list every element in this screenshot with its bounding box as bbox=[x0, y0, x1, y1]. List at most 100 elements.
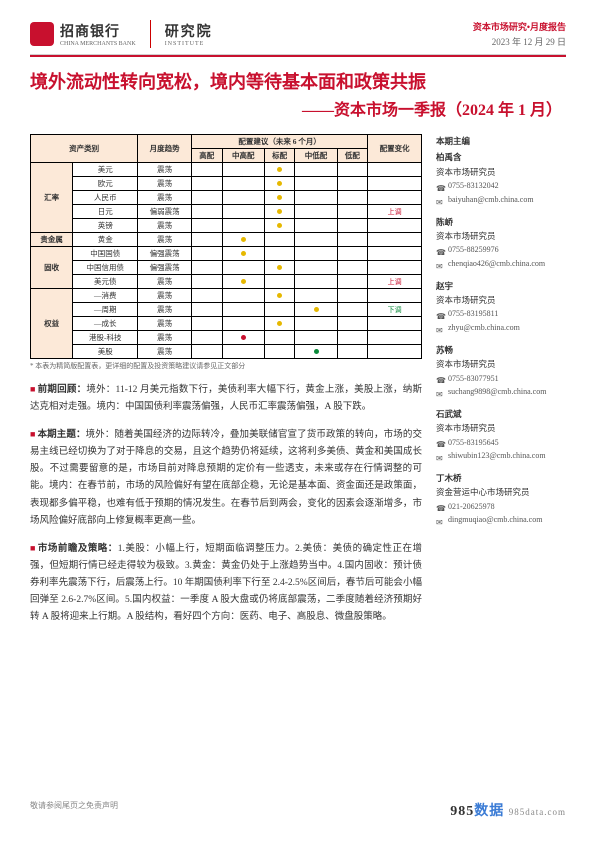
mark-cell bbox=[295, 233, 337, 247]
editor-block: 赵宇资本市场研究员☎0755-83195811✉zhyu@cmb.china.c… bbox=[436, 279, 566, 335]
change-cell bbox=[368, 317, 422, 331]
phone-icon: ☎ bbox=[436, 182, 444, 190]
footer: 敬请参阅尾页之免责声明 985数据 985data.com bbox=[30, 800, 566, 820]
th-subcol: 高配 bbox=[191, 149, 222, 163]
mark-cell bbox=[264, 247, 295, 261]
mark-cell bbox=[222, 331, 264, 345]
section-text: 境外：11-12 月美元指数下行，美债利率大幅下行，黄金上涨，美股上涨，纳斯达克… bbox=[30, 385, 422, 412]
th-subcol: 中高配 bbox=[222, 149, 264, 163]
change-cell bbox=[368, 289, 422, 303]
table-row: 港股-科技震荡 bbox=[31, 331, 422, 345]
mark-cell bbox=[295, 177, 337, 191]
table-row: 欧元震荡 bbox=[31, 177, 422, 191]
section-theme: ■本期主题：境外：随着美国经济的边际转冷，叠加美联储官宣了货币政策的转向，市场的… bbox=[30, 426, 422, 530]
mark-cell bbox=[295, 219, 337, 233]
editor-email: ✉dingmuqiao@cmb.china.com bbox=[436, 513, 566, 527]
mark-cell bbox=[222, 163, 264, 177]
mark-cell bbox=[295, 303, 337, 317]
mark-cell bbox=[337, 233, 368, 247]
editor-title: 资本市场研究员 bbox=[436, 421, 566, 435]
mark-cell bbox=[264, 275, 295, 289]
mark-cell bbox=[191, 177, 222, 191]
mail-icon: ✉ bbox=[436, 452, 444, 460]
dot-icon bbox=[241, 237, 246, 242]
mark-cell bbox=[222, 317, 264, 331]
dot-icon bbox=[277, 167, 282, 172]
mark-cell bbox=[222, 219, 264, 233]
dot-icon bbox=[241, 251, 246, 256]
mark-cell bbox=[264, 219, 295, 233]
mark-cell bbox=[337, 177, 368, 191]
editor-phone: ☎0755-83132042 bbox=[436, 179, 566, 193]
table-row: 人民币震荡 bbox=[31, 191, 422, 205]
section-text: 1.美股：小幅上行，短期面临调整压力。2.美债：美债的确定性正在增强，但短期行情… bbox=[30, 544, 422, 622]
mark-cell bbox=[191, 219, 222, 233]
table-row: —周期震荡下调 bbox=[31, 303, 422, 317]
editor-phone: ☎0755-83077951 bbox=[436, 372, 566, 386]
editor-name: 丁木桥 bbox=[436, 471, 566, 485]
group-cell: 汇率 bbox=[31, 163, 73, 233]
section-label: 本期主题： bbox=[38, 430, 86, 440]
bank-logo-icon bbox=[30, 22, 54, 46]
mark-cell bbox=[191, 275, 222, 289]
asset-cell: 英镑 bbox=[73, 219, 138, 233]
mark-cell bbox=[337, 205, 368, 219]
editor-email: ✉baiyuhan@cmb.china.com bbox=[436, 193, 566, 207]
trend-cell: 震荡 bbox=[138, 303, 192, 317]
editor-email: ✉suchang9898@cmb.china.com bbox=[436, 385, 566, 399]
editor-email: ✉zhyu@cmb.china.com bbox=[436, 321, 566, 335]
change-cell bbox=[368, 177, 422, 191]
dot-icon bbox=[277, 181, 282, 186]
change-cell bbox=[368, 345, 422, 359]
asset-cell: 人民币 bbox=[73, 191, 138, 205]
group-cell: 权益 bbox=[31, 289, 73, 359]
left-column: 资产类别 月度趋势 配置建议（未来 6 个月） 配置变化 高配中高配标配中低配低… bbox=[30, 134, 422, 626]
editor-email: ✉chenqiao426@cmb.china.com bbox=[436, 257, 566, 271]
mark-cell bbox=[264, 289, 295, 303]
editor-title: 资金营运中心市场研究员 bbox=[436, 485, 566, 499]
table-row: 美股震荡 bbox=[31, 345, 422, 359]
asset-cell: 黄金 bbox=[73, 233, 138, 247]
th-subcol: 中低配 bbox=[295, 149, 337, 163]
dot-icon bbox=[277, 209, 282, 214]
editor-title: 资本市场研究员 bbox=[436, 229, 566, 243]
editor-block: 陈峤资本市场研究员☎0755-88259976✉chenqiao426@cmb.… bbox=[436, 215, 566, 271]
phone-icon: ☎ bbox=[436, 246, 444, 254]
report-category: 资本市场研究•月度报告 bbox=[473, 20, 566, 33]
asset-cell: 美股 bbox=[73, 345, 138, 359]
group-cell: 贵金属 bbox=[31, 233, 73, 247]
trend-cell: 震荡 bbox=[138, 177, 192, 191]
mark-cell bbox=[264, 233, 295, 247]
right-column: 本期主编 柏禹含资本市场研究员☎0755-83132042✉baiyuhan@c… bbox=[436, 134, 566, 626]
mark-cell bbox=[337, 219, 368, 233]
asset-cell: 日元 bbox=[73, 205, 138, 219]
mark-cell bbox=[295, 205, 337, 219]
mark-cell bbox=[191, 345, 222, 359]
mark-cell bbox=[337, 261, 368, 275]
mark-cell bbox=[295, 191, 337, 205]
allocation-table: 资产类别 月度趋势 配置建议（未来 6 个月） 配置变化 高配中高配标配中低配低… bbox=[30, 134, 422, 359]
title-main: 境外流动性转向宽松，境内等待基本面和政策共振 bbox=[30, 69, 566, 96]
title-band: 境外流动性转向宽松，境内等待基本面和政策共振 ——资本市场一季报（2024 年 … bbox=[30, 55, 566, 128]
dot-icon bbox=[314, 349, 319, 354]
mail-icon: ✉ bbox=[436, 196, 444, 204]
table-row: 中国信用债偏强震荡 bbox=[31, 261, 422, 275]
mark-cell bbox=[295, 275, 337, 289]
mark-cell bbox=[191, 191, 222, 205]
mark-cell bbox=[295, 289, 337, 303]
table-note: * 本表为精简版配置表，更详细的配置及投资策略建议请参见正文部分 bbox=[30, 361, 422, 371]
mark-cell bbox=[222, 205, 264, 219]
report-date: 2023 年 12 月 29 日 bbox=[473, 35, 566, 48]
mark-cell bbox=[222, 345, 264, 359]
institute-en: INSTITUTE bbox=[165, 41, 213, 47]
logo-block: 招商银行 CHINA MERCHANTS BANK 研究院 INSTITUTE bbox=[30, 20, 213, 48]
mark-cell bbox=[295, 331, 337, 345]
table-row: 美元债震荡上调 bbox=[31, 275, 422, 289]
editor-title: 资本市场研究员 bbox=[436, 357, 566, 371]
editor-name: 苏畅 bbox=[436, 343, 566, 357]
editor-title: 资本市场研究员 bbox=[436, 293, 566, 307]
editor-phone: ☎021-20625978 bbox=[436, 500, 566, 514]
asset-cell: —周期 bbox=[73, 303, 138, 317]
trend-cell: 偏弱震荡 bbox=[138, 205, 192, 219]
disclaimer-note: 敬请参阅尾页之免责声明 bbox=[30, 800, 118, 820]
